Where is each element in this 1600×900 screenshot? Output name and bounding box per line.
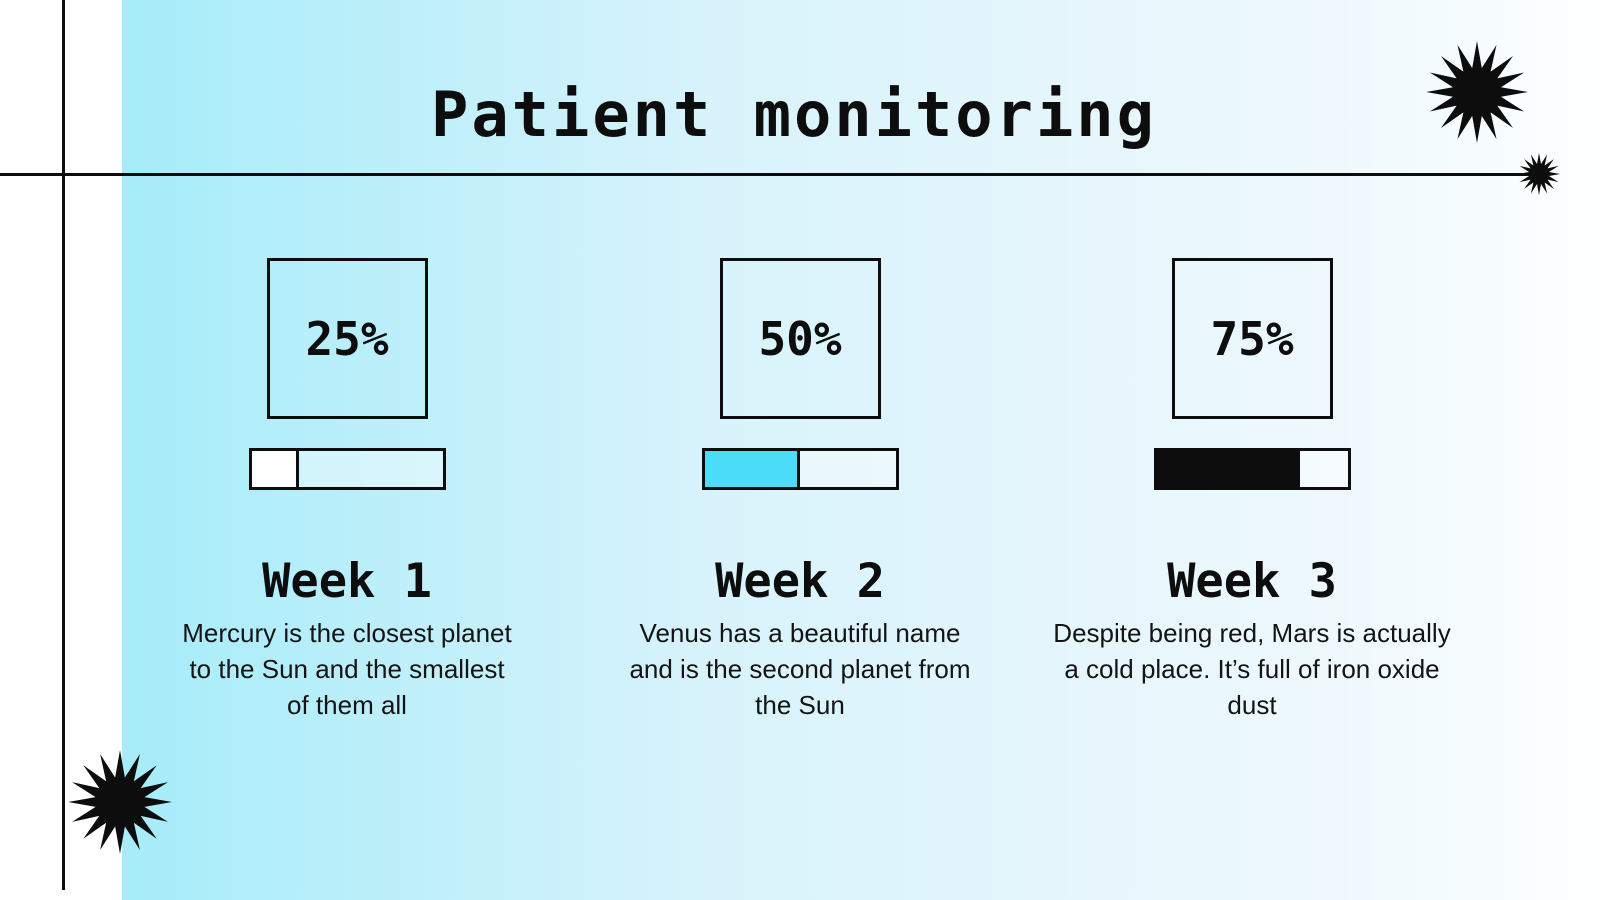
week-heading: Week 1 — [262, 554, 432, 609]
percent-label: 25% — [305, 311, 389, 366]
week-description: Mercury is the closest planet to the Sun… — [182, 618, 512, 720]
week-description: Venus has a beautiful name and is the se… — [629, 618, 971, 720]
percent-label: 75% — [1210, 311, 1294, 366]
week-column-2: 50% Week 2 Venus has a beautiful name an… — [590, 258, 1010, 723]
percent-box: 25% — [266, 258, 428, 419]
starburst-icon — [68, 750, 172, 854]
starburst-icon — [1426, 41, 1528, 143]
progress-fill — [1156, 451, 1300, 487]
percent-label: 50% — [758, 311, 842, 366]
week-column-1: 25% Week 1 Mercury is the closest planet… — [137, 258, 557, 723]
week-heading: Week 2 — [715, 554, 885, 609]
horizontal-rule — [0, 173, 1540, 176]
progress-bar — [1153, 448, 1351, 490]
percent-box: 50% — [719, 258, 881, 419]
week-description: Despite being red, Mars is actually a co… — [1053, 618, 1451, 720]
percent-box: 75% — [1171, 258, 1333, 419]
progress-fill — [251, 451, 300, 487]
slide-title: Patient monitoring — [431, 78, 1157, 151]
progress-fill — [704, 451, 800, 487]
progress-bar — [701, 448, 899, 490]
vertical-rule — [62, 0, 65, 890]
progress-bar — [248, 448, 446, 490]
starburst-icon — [1517, 152, 1561, 196]
week-column-3: 75% Week 3 Despite being red, Mars is ac… — [1042, 258, 1462, 723]
week-heading: Week 3 — [1167, 554, 1337, 609]
